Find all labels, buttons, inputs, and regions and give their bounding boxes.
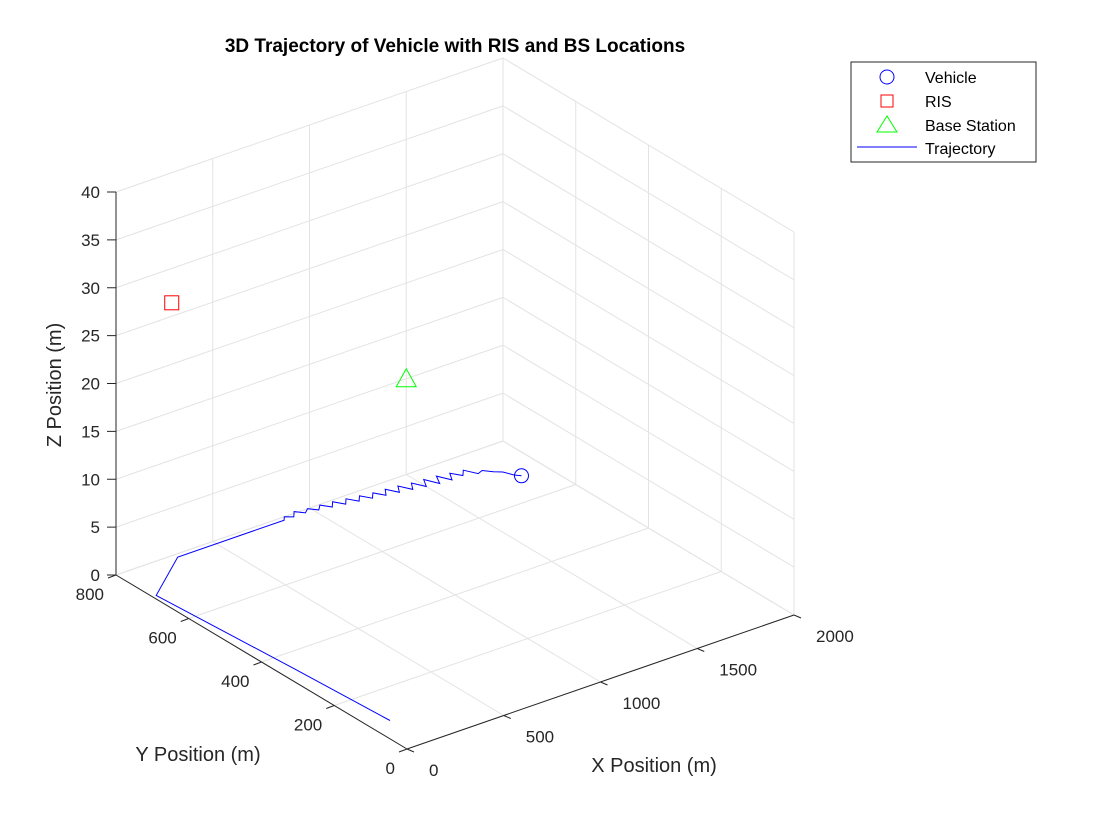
z-tick-label: 15 [81, 422, 100, 441]
gridline-z-backwall [115, 344, 504, 480]
x-tick-mark [503, 715, 511, 719]
axis-layer [107, 191, 802, 753]
legend-item-vehicle[interactable]: Vehicle [879, 69, 977, 87]
gridline-z-sidewall [502, 105, 795, 281]
legend[interactable]: Vehicle RIS Base Station Trajectory [850, 61, 1037, 163]
z-tick-label: 10 [81, 470, 100, 489]
legend-ris-marker-icon [880, 94, 894, 108]
x-tick-mark [697, 648, 705, 652]
base-station-marker [395, 367, 418, 388]
z-tick-label: 20 [81, 375, 100, 394]
gridline-z-sidewall [502, 296, 795, 472]
gridline-z-sidewall [502, 392, 795, 568]
gridline-z-sidewall [502, 344, 795, 520]
legend-box [850, 61, 1037, 163]
x-tick-mark [600, 681, 608, 686]
y-tick-label: 600 [148, 629, 176, 648]
legend-bs-marker-icon [876, 115, 898, 133]
legend-item-base-station[interactable]: Base Station [876, 115, 1016, 135]
gridline-z-backwall [115, 153, 504, 289]
z-tick-label: 5 [91, 518, 100, 537]
legend-vehicle-marker-icon [879, 69, 895, 85]
chart-title: 3D Trajectory of Vehicle with RIS and BS… [225, 36, 685, 57]
gridline-z-sidewall [502, 57, 795, 233]
data-layer [155, 295, 529, 721]
z-tick-label: 0 [91, 566, 100, 585]
vehicle-marker [513, 468, 529, 484]
legend-label: RIS [925, 94, 952, 111]
legend-label: Vehicle [925, 70, 977, 87]
y-axis-label: Y Position (m) [135, 744, 260, 766]
gridline-z-backwall [115, 105, 504, 241]
gridline-z-sidewall [502, 153, 795, 329]
legend-label: Base Station [925, 118, 1016, 135]
z-axis-label: Z Position (m) [44, 323, 66, 447]
gridline-z-backwall [115, 249, 504, 384]
y-tick-mark [326, 705, 335, 709]
x-tick-label: 0 [429, 761, 438, 780]
x-tick-label: 2000 [816, 627, 854, 646]
gridline-z-backwall [115, 440, 504, 576]
gridline-z-sidewall [502, 440, 795, 616]
y-tick-label: 200 [294, 716, 322, 735]
legend-item-trajectory[interactable]: Trajectory [857, 141, 996, 158]
y-tick-mark [398, 748, 408, 753]
x-tick-label: 500 [526, 728, 554, 747]
x-axis-label: X Position (m) [591, 755, 717, 777]
x-tick-label: 1500 [719, 661, 757, 680]
legend-label: Trajectory [925, 141, 996, 158]
gridline-z-sidewall [502, 201, 795, 377]
gridline-y-floor [261, 527, 649, 663]
ris-marker [164, 295, 180, 311]
x-tick-mark [793, 614, 802, 619]
tick-labels: 0500100015002000020040060080005101520253… [76, 183, 854, 780]
y-tick-label: 400 [221, 672, 249, 691]
x-tick-label: 1000 [623, 694, 661, 713]
y-tick-mark [180, 618, 189, 622]
gridline-z-backwall [115, 201, 504, 337]
y-tick-mark [253, 661, 262, 666]
gridline-z-backwall [115, 392, 504, 528]
gridline-z-backwall [115, 57, 504, 193]
gridline-z-backwall [115, 296, 504, 432]
z-tick-label: 40 [81, 183, 100, 202]
gridline-y-floor [334, 571, 722, 706]
y-tick-label: 800 [76, 585, 104, 604]
z-tick-label: 35 [81, 231, 100, 250]
trajectory-line [155, 469, 522, 721]
gridline-z-sidewall [502, 249, 795, 424]
z-tick-label: 30 [81, 279, 100, 298]
z-tick-label: 25 [81, 327, 100, 346]
gridline-y-floor [188, 484, 576, 619]
legend-item-ris[interactable]: RIS [880, 94, 952, 111]
y-tick-label: 0 [386, 759, 395, 778]
x-tick-mark [406, 748, 415, 753]
